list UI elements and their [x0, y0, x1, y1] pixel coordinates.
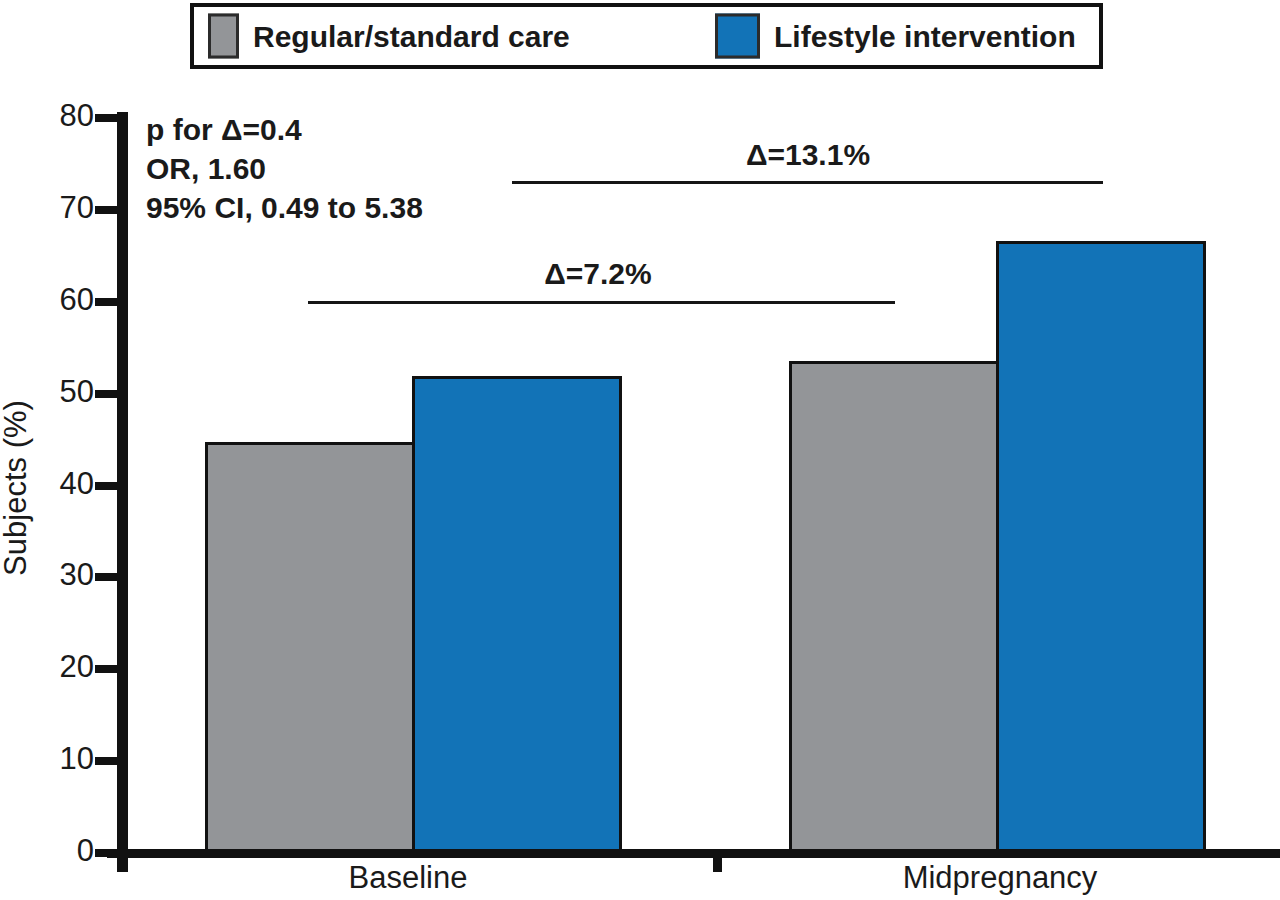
stats-annotation: p for Δ=0.4 OR, 1.60 95% CI, 0.49 to 5.3…	[146, 110, 423, 227]
y-axis-tick-label: 70	[0, 190, 94, 226]
delta-annotation-baseline-line	[308, 301, 895, 304]
y-axis-tick	[95, 206, 119, 214]
y-axis-tick-label: 80	[0, 98, 94, 134]
legend-item-lifestyle-intervention: Lifestyle intervention	[715, 14, 1076, 59]
delta-annotation-baseline-label: Δ=7.2%	[448, 257, 748, 291]
y-axis-tick	[95, 482, 119, 490]
y-axis-tick	[95, 114, 119, 122]
y-axis-tick-label: 20	[0, 649, 94, 685]
x-axis-mid-tick	[713, 853, 722, 872]
y-axis-tick-label: 10	[0, 741, 94, 777]
stats-line-odds-ratio: OR, 1.60	[146, 149, 423, 188]
legend-swatch-gray	[208, 14, 239, 59]
y-axis-line	[117, 112, 128, 872]
y-axis-tick-label: 30	[0, 557, 94, 593]
y-axis-tick	[95, 757, 119, 765]
y-axis-tick-label: 0	[0, 833, 94, 869]
bar-lifestyle-intervention-baseline	[412, 376, 622, 853]
y-axis-tick-label: 60	[0, 282, 94, 318]
x-axis-line	[107, 849, 1280, 858]
y-axis-tick-label: 40	[0, 466, 94, 502]
bar-regular-standard-care-midpregnancy	[789, 361, 999, 853]
stats-line-confidence-interval: 95% CI, 0.49 to 5.38	[146, 188, 423, 227]
bar-chart-figure: Regular/standard care Lifestyle interven…	[0, 0, 1280, 900]
y-axis-tick	[95, 390, 119, 398]
y-axis-tick	[95, 298, 119, 306]
legend-swatch-blue	[715, 14, 760, 59]
y-axis-tick	[95, 665, 119, 673]
legend-item-regular-standard-care: Regular/standard care	[208, 14, 570, 59]
bar-regular-standard-care-baseline	[205, 442, 415, 853]
stats-line-p-value: p for Δ=0.4	[146, 110, 423, 149]
y-axis-tick	[95, 573, 119, 581]
chart-legend: Regular/standard care Lifestyle interven…	[190, 3, 1103, 69]
delta-annotation-midpregnancy-line	[512, 181, 1103, 184]
x-axis-category-label: Baseline	[208, 860, 608, 896]
y-axis-tick-label: 50	[0, 374, 94, 410]
x-axis-category-label: Midpregnancy	[800, 860, 1200, 896]
legend-label-regular-standard-care: Regular/standard care	[253, 19, 570, 53]
legend-label-lifestyle-intervention: Lifestyle intervention	[774, 19, 1076, 53]
bar-lifestyle-intervention-midpregnancy	[996, 241, 1206, 853]
delta-annotation-midpregnancy-label: Δ=13.1%	[658, 138, 958, 172]
